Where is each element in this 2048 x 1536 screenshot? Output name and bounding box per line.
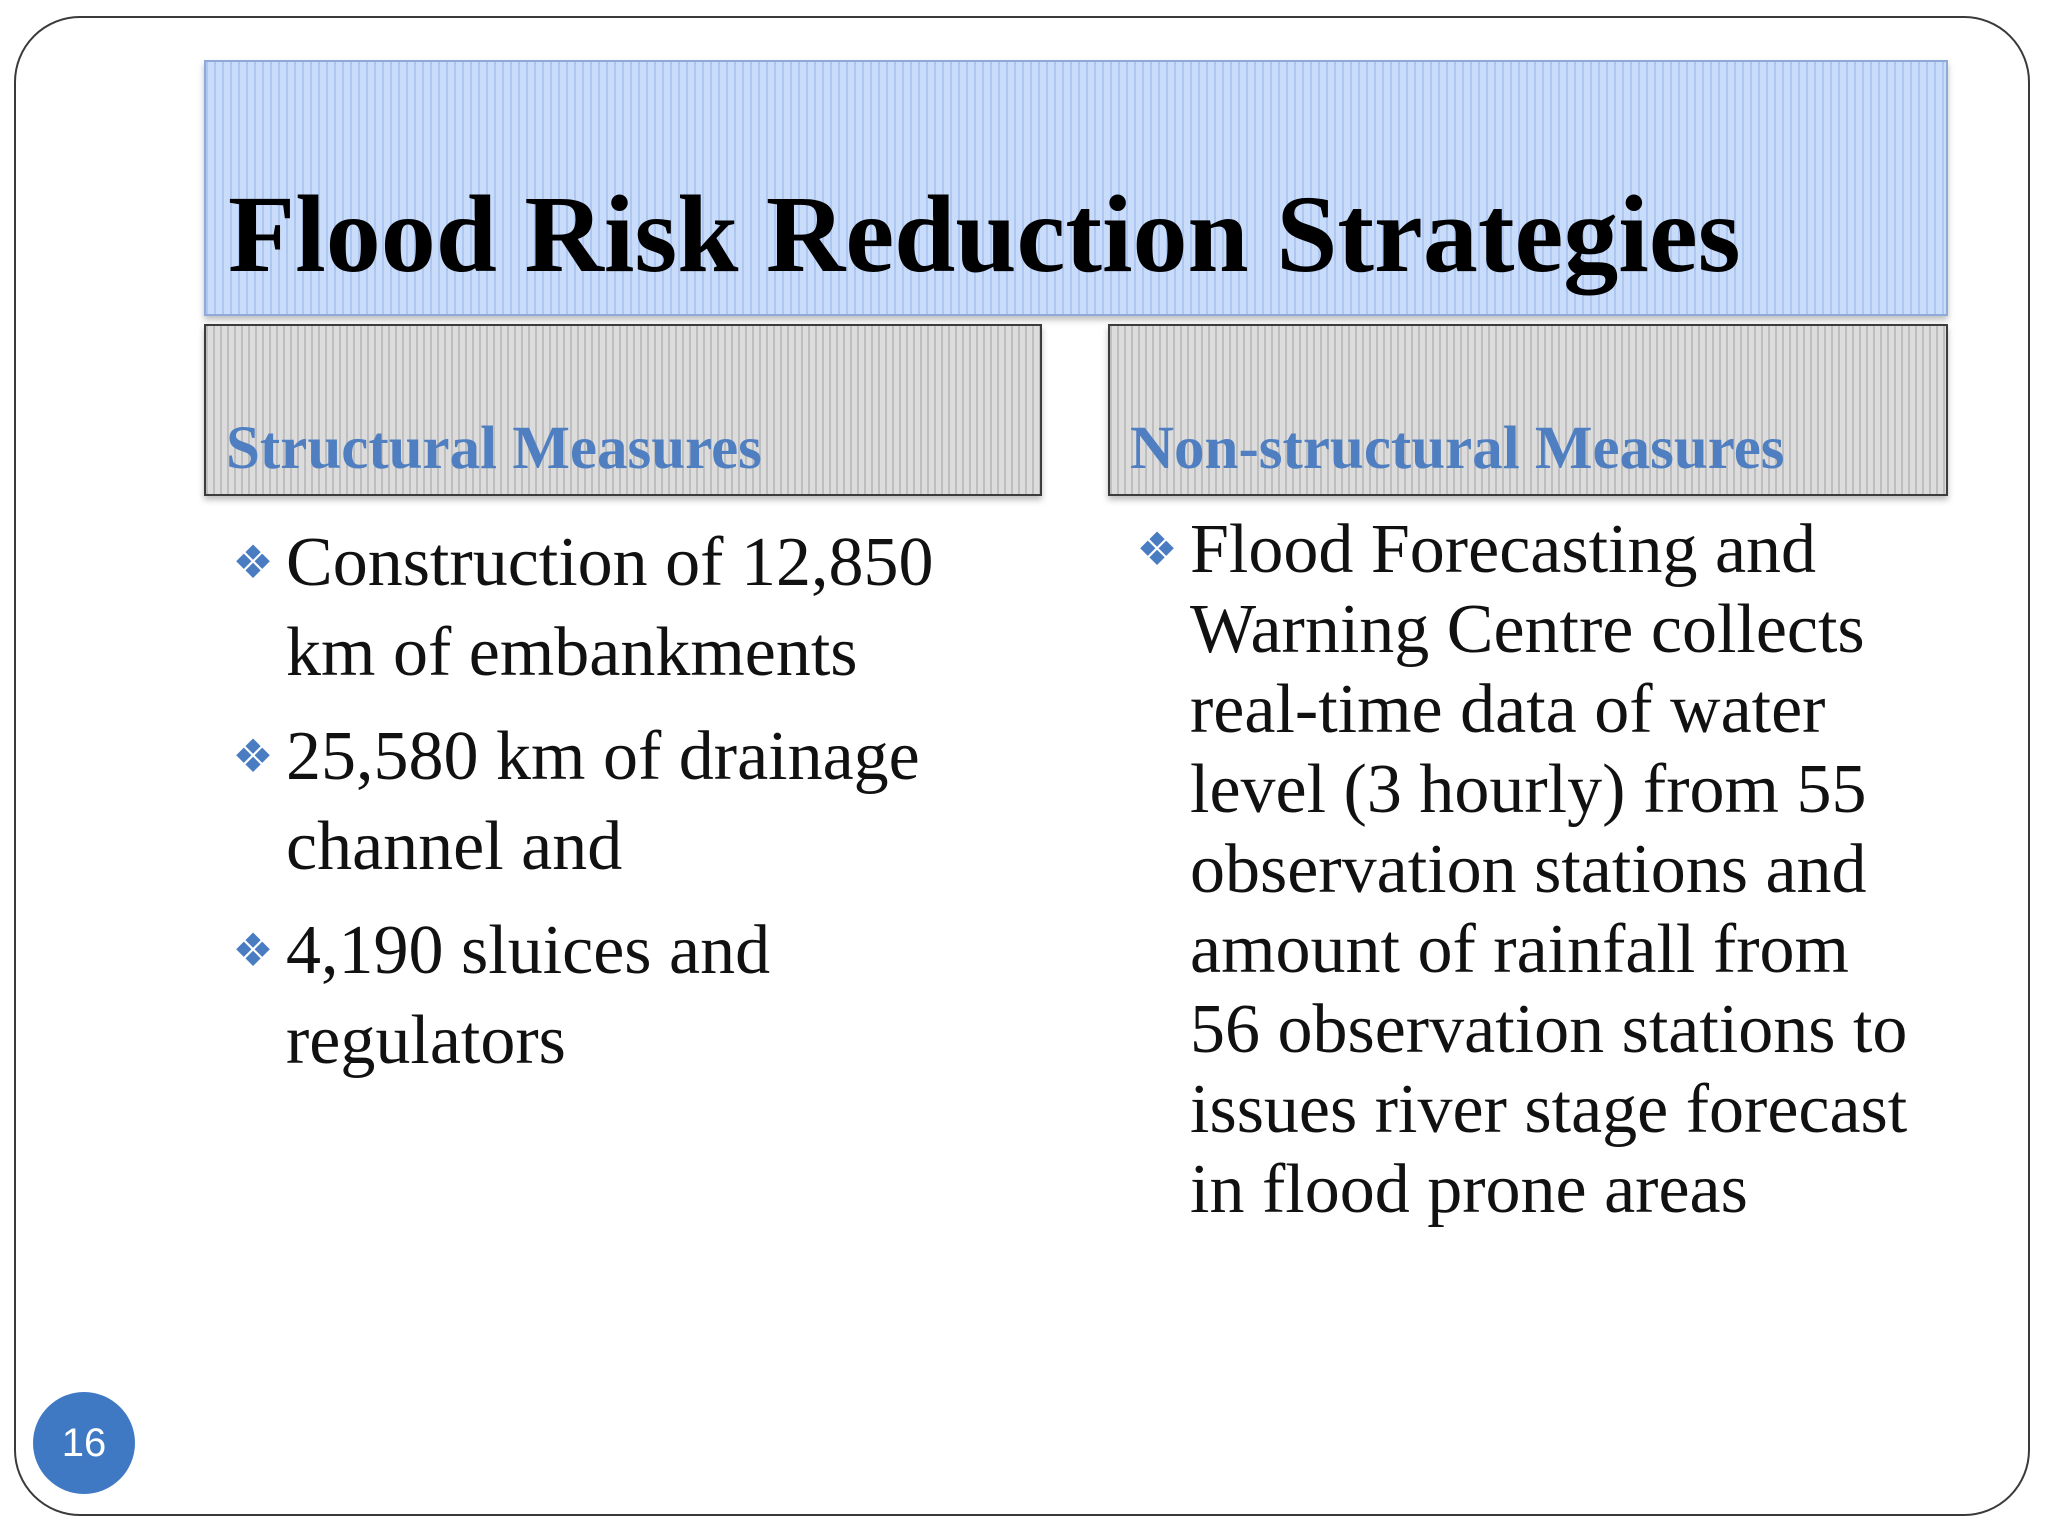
bullet-text: Flood Forecasting and Warning Centre col… [1190, 511, 1908, 1228]
structural-measures-label: Structural Measures [226, 414, 762, 482]
list-item: ❖ 25,580 km of drainage channel and [228, 712, 1028, 892]
slide-title: Flood Risk Reduction Strategies [228, 173, 1741, 295]
structural-measures-header: Structural Measures [204, 324, 1042, 496]
page-number-badge: 16 [33, 1392, 135, 1494]
list-item: ❖ 4,190 sluices and regulators [228, 906, 1028, 1086]
four-diamond-bullet-icon: ❖ [232, 537, 274, 588]
non-structural-measures-label: Non-structural Measures [1130, 414, 1785, 482]
list-item: ❖ Construction of 12,850 km of embankmen… [228, 518, 1028, 698]
title-banner: Flood Risk Reduction Strategies [204, 60, 1948, 316]
bullet-text: 25,580 km of drainage channel and [286, 718, 920, 885]
non-structural-measures-header: Non-structural Measures [1108, 324, 1948, 496]
four-diamond-bullet-icon: ❖ [1136, 524, 1178, 575]
bullet-text: 4,190 sluices and regulators [286, 912, 771, 1079]
four-diamond-bullet-icon: ❖ [232, 925, 274, 976]
structural-measures-list: ❖ Construction of 12,850 km of embankmen… [228, 518, 1028, 1100]
four-diamond-bullet-icon: ❖ [232, 731, 274, 782]
non-structural-measures-list: ❖ Flood Forecasting and Warning Centre c… [1132, 510, 1932, 1244]
list-item: ❖ Flood Forecasting and Warning Centre c… [1132, 510, 1932, 1230]
bullet-text: Construction of 12,850 km of embankments [286, 524, 934, 691]
